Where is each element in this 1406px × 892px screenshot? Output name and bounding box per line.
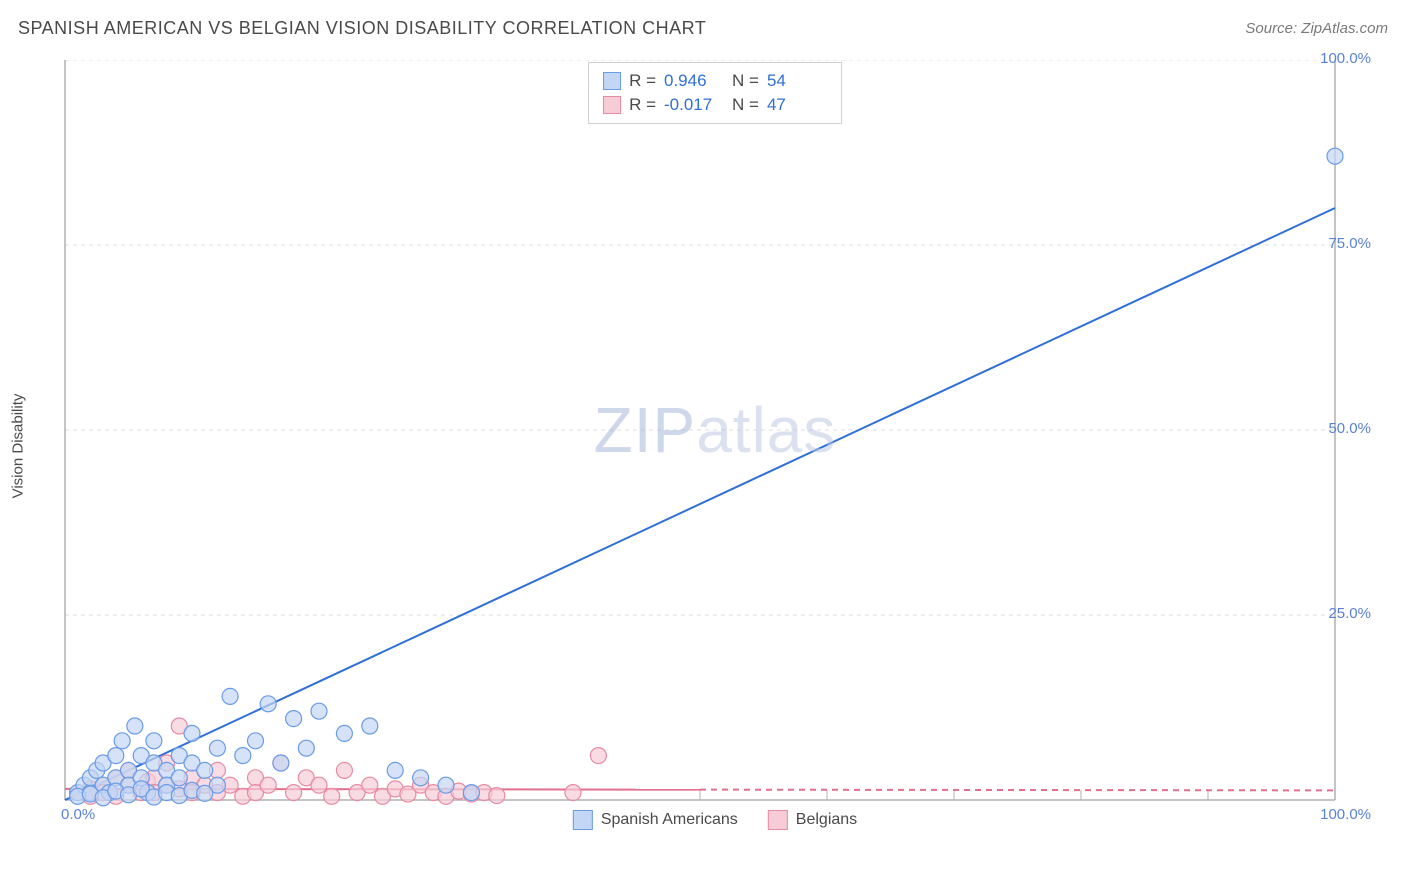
n-label: N = bbox=[732, 71, 759, 91]
legend-swatch-series1-icon bbox=[573, 810, 593, 830]
chart-title: SPANISH AMERICAN VS BELGIAN VISION DISAB… bbox=[18, 18, 706, 39]
tick-label: 100.0% bbox=[1320, 806, 1371, 823]
legend-item-series2: Belgians bbox=[768, 810, 857, 830]
r-value-series2: -0.017 bbox=[664, 95, 724, 115]
stats-legend-box: R = 0.946 N = 54 R = -0.017 N = 47 bbox=[588, 62, 842, 124]
tick-label: 0.0% bbox=[61, 806, 95, 823]
bottom-legend: Spanish Americans Belgians bbox=[573, 810, 857, 830]
legend-label-series1: Spanish Americans bbox=[601, 811, 738, 829]
r-label: R = bbox=[629, 95, 656, 115]
header: SPANISH AMERICAN VS BELGIAN VISION DISAB… bbox=[18, 18, 1388, 39]
tick-label: 50.0% bbox=[1328, 420, 1371, 437]
tick-label: 75.0% bbox=[1328, 235, 1371, 252]
n-value-series2: 47 bbox=[767, 95, 827, 115]
stats-row-series2: R = -0.017 N = 47 bbox=[603, 93, 827, 117]
n-label: N = bbox=[732, 95, 759, 115]
scatter-plot bbox=[55, 60, 1375, 830]
chart-area: ZIPatlas R = 0.946 N = 54 R = -0.017 N =… bbox=[55, 60, 1375, 830]
r-value-series1: 0.946 bbox=[664, 71, 724, 91]
n-value-series1: 54 bbox=[767, 71, 827, 91]
legend-swatch-series2-icon bbox=[768, 810, 788, 830]
source-attribution: Source: ZipAtlas.com bbox=[1245, 20, 1388, 37]
source-prefix: Source: bbox=[1245, 20, 1301, 37]
stats-row-series1: R = 0.946 N = 54 bbox=[603, 69, 827, 93]
legend-item-series1: Spanish Americans bbox=[573, 810, 738, 830]
r-label: R = bbox=[629, 71, 656, 91]
tick-label: 25.0% bbox=[1328, 605, 1371, 622]
source-name: ZipAtlas.com bbox=[1301, 20, 1388, 37]
tick-label: 100.0% bbox=[1320, 50, 1371, 67]
legend-label-series2: Belgians bbox=[796, 811, 857, 829]
y-axis-label: Vision Disability bbox=[10, 394, 27, 499]
swatch-series1-icon bbox=[603, 72, 621, 90]
swatch-series2-icon bbox=[603, 96, 621, 114]
